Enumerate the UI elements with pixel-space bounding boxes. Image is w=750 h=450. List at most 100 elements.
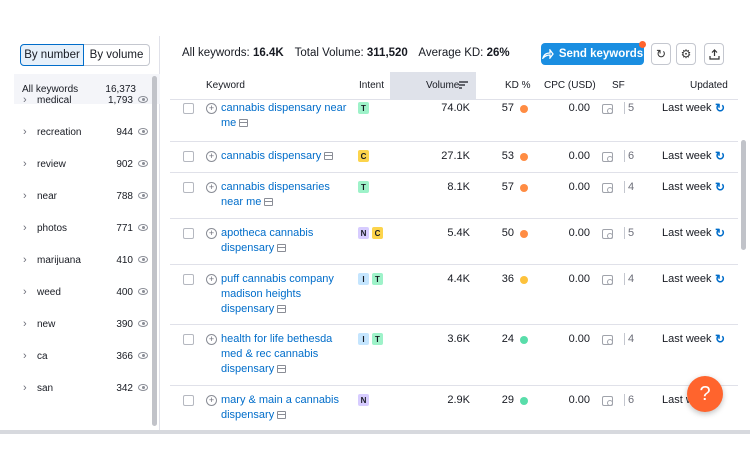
intent-column-header[interactable]: Intent — [359, 80, 385, 91]
refresh-row-icon[interactable]: ↻ — [715, 272, 726, 286]
help-button[interactable]: ? — [687, 376, 723, 412]
eye-icon[interactable] — [138, 352, 148, 359]
serp-features-icon[interactable] — [602, 152, 613, 162]
volume-column-header[interactable]: Volume — [426, 80, 460, 91]
eye-icon[interactable] — [138, 96, 148, 103]
eye-icon[interactable] — [138, 160, 148, 167]
add-to-list-icon[interactable]: + — [206, 228, 217, 239]
row-checkbox[interactable] — [183, 228, 194, 239]
row-checkbox[interactable] — [183, 274, 194, 285]
sf-count: 5 — [624, 227, 634, 239]
table-row[interactable]: + cannabis dispensary C 27.1K 53 0.00 6 Last we… — [170, 142, 738, 173]
refresh-row-icon[interactable]: ↻ — [715, 332, 726, 346]
serp-icon — [277, 365, 287, 373]
settings-button[interactable]: ⚙ — [676, 43, 696, 65]
intent-badge: N — [358, 227, 369, 239]
group-count: 788 — [116, 190, 133, 202]
eye-icon[interactable] — [138, 224, 148, 231]
keyword-link[interactable]: cannabis dispensary — [221, 149, 349, 164]
group-item-new[interactable]: › new 390 — [14, 308, 154, 340]
intent-badge: C — [372, 227, 383, 239]
horizontal-scrollbar[interactable] — [0, 430, 750, 434]
add-to-list-icon[interactable]: + — [206, 151, 217, 162]
export-icon — [708, 48, 720, 60]
updated-column-header[interactable]: Updated — [690, 80, 728, 91]
row-checkbox[interactable] — [183, 395, 194, 406]
group-count: 902 — [116, 158, 133, 170]
keyword-link[interactable]: puff cannabis company madison heights di… — [221, 272, 349, 317]
table-row[interactable]: + cannabis dispensary near me T 74.0K 57 0.00… — [170, 100, 738, 142]
add-to-list-icon[interactable]: + — [206, 274, 217, 285]
table-row[interactable]: + puff cannabis company madison heights d… — [170, 265, 738, 325]
refresh-button[interactable]: ↻ — [651, 43, 671, 65]
group-item-medical[interactable]: › medical 1,793 — [14, 84, 154, 116]
group-name: weed — [37, 286, 61, 298]
refresh-row-icon[interactable]: ↻ — [715, 149, 726, 163]
add-to-list-icon[interactable]: + — [206, 182, 217, 193]
keyword-link[interactable]: health for life bethesda med & rec canna… — [221, 332, 349, 377]
keyword-link[interactable]: cannabis dispensary near me — [221, 101, 349, 131]
keyword-link[interactable]: apotheca cannabis dispensary — [221, 226, 349, 256]
add-to-list-icon[interactable]: + — [206, 334, 217, 345]
eye-icon[interactable] — [138, 384, 148, 391]
serp-features-icon[interactable] — [602, 229, 613, 239]
group-item-san[interactable]: › san 342 — [14, 372, 154, 404]
chevron-right-icon: › — [23, 318, 27, 330]
eye-icon[interactable] — [138, 192, 148, 199]
by-number-button[interactable]: By number — [20, 44, 84, 66]
table-row[interactable]: + mary & main a cannabis dispensary N 2.9K 2… — [170, 386, 738, 430]
serp-features-icon[interactable] — [602, 396, 613, 406]
group-item-weed[interactable]: › weed 400 — [14, 276, 154, 308]
group-item-review[interactable]: › review 902 — [14, 148, 154, 180]
table-row[interactable]: + health for life bethesda med & rec cann… — [170, 325, 738, 386]
serp-icon — [264, 198, 274, 206]
serp-features-icon[interactable] — [602, 104, 613, 114]
serp-icon — [239, 119, 249, 127]
table-scrollbar[interactable] — [741, 140, 746, 250]
sf-column-header[interactable]: SF — [612, 80, 625, 91]
serp-features-icon[interactable] — [602, 275, 613, 285]
refresh-row-icon[interactable]: ↻ — [715, 180, 726, 194]
intent-badges: C — [358, 150, 369, 162]
row-checkbox[interactable] — [183, 182, 194, 193]
eye-icon[interactable] — [138, 288, 148, 295]
eye-icon[interactable] — [138, 128, 148, 135]
group-count: 1,793 — [107, 94, 133, 106]
group-item-ca[interactable]: › ca 366 — [14, 340, 154, 372]
table-row[interactable]: + apotheca cannabis dispensary N C 5.4K 50 0.0… — [170, 219, 738, 265]
group-item-marijuana[interactable]: › marijuana 410 — [14, 244, 154, 276]
kd-difficulty-dot — [520, 153, 528, 161]
row-checkbox[interactable] — [183, 334, 194, 345]
serp-features-icon[interactable] — [602, 183, 613, 193]
keyword-link[interactable]: mary & main a cannabis dispensary — [221, 393, 349, 423]
row-checkbox[interactable] — [183, 103, 194, 114]
eye-icon[interactable] — [138, 320, 148, 327]
refresh-row-icon[interactable]: ↻ — [715, 226, 726, 240]
kd-difficulty-dot — [520, 397, 528, 405]
group-item-near[interactable]: › near 788 — [14, 180, 154, 212]
refresh-row-icon[interactable]: ↻ — [715, 101, 726, 115]
group-item-recreation[interactable]: › recreation 944 — [14, 116, 154, 148]
all-keywords-row[interactable]: All keywords 16,373 — [14, 74, 160, 104]
table-row[interactable]: + cannabis dispensaries near me T 8.1K 57 0.0… — [170, 173, 738, 219]
cpc-column-header[interactable]: CPC (USD) — [544, 80, 596, 91]
keyword-link[interactable]: cannabis dispensaries near me — [221, 180, 349, 210]
row-checkbox[interactable] — [183, 151, 194, 162]
add-to-list-icon[interactable]: + — [206, 103, 217, 114]
sf-count: 4 — [624, 333, 634, 345]
send-keywords-button[interactable]: Send keywords — [541, 43, 644, 65]
group-name: medical — [37, 94, 72, 106]
keyword-column-header[interactable]: Keyword — [206, 80, 245, 91]
add-to-list-icon[interactable]: + — [206, 395, 217, 406]
keyword-text: cannabis dispensaries near me — [221, 181, 330, 208]
kd-column-header[interactable]: KD % — [505, 80, 531, 91]
group-item-photos[interactable]: › photos 771 — [14, 212, 154, 244]
cpc-value: 0.00 — [568, 102, 590, 114]
left-scrollbar[interactable] — [152, 76, 157, 426]
serp-features-icon[interactable] — [602, 335, 613, 345]
chevron-right-icon: › — [23, 94, 27, 106]
export-button[interactable] — [704, 43, 724, 65]
by-volume-button[interactable]: By volume — [84, 44, 150, 66]
group-name: photos — [37, 222, 68, 234]
eye-icon[interactable] — [138, 256, 148, 263]
